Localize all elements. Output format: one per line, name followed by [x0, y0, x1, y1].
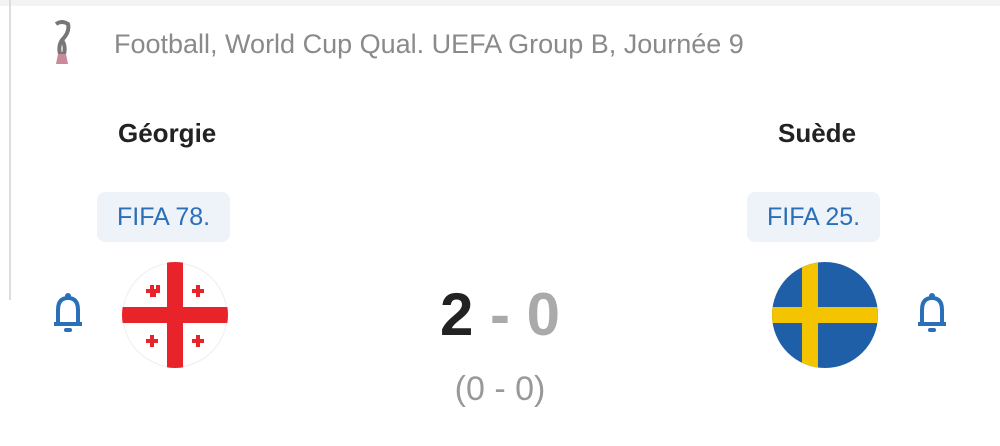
competition-title: Football, World Cup Qual. UEFA Group B, …	[114, 28, 744, 59]
georgia-flag-icon[interactable]	[122, 262, 228, 368]
away-team-name[interactable]: Suède	[778, 118, 857, 148]
score-separator: -	[490, 281, 510, 348]
sweden-flag-icon[interactable]	[772, 262, 878, 368]
away-score: 0	[526, 281, 561, 348]
halftime-score: (0 - 0)	[454, 370, 546, 408]
match-header: Football, World Cup Qual. UEFA Group B, …	[50, 20, 744, 68]
world-cup-trophy-icon	[54, 20, 71, 64]
top-divider	[0, 0, 1000, 6]
home-score: 2	[439, 281, 474, 348]
home-team-name[interactable]: Géorgie	[118, 118, 217, 148]
home-notification-bell-icon[interactable]	[50, 290, 86, 336]
left-divider	[9, 0, 11, 300]
home-fifa-rank: FIFA 78.	[97, 192, 231, 242]
match-score: 2 - 0	[0, 280, 1000, 349]
away-fifa-rank: FIFA 25.	[747, 192, 881, 242]
away-notification-bell-icon[interactable]	[914, 290, 950, 336]
